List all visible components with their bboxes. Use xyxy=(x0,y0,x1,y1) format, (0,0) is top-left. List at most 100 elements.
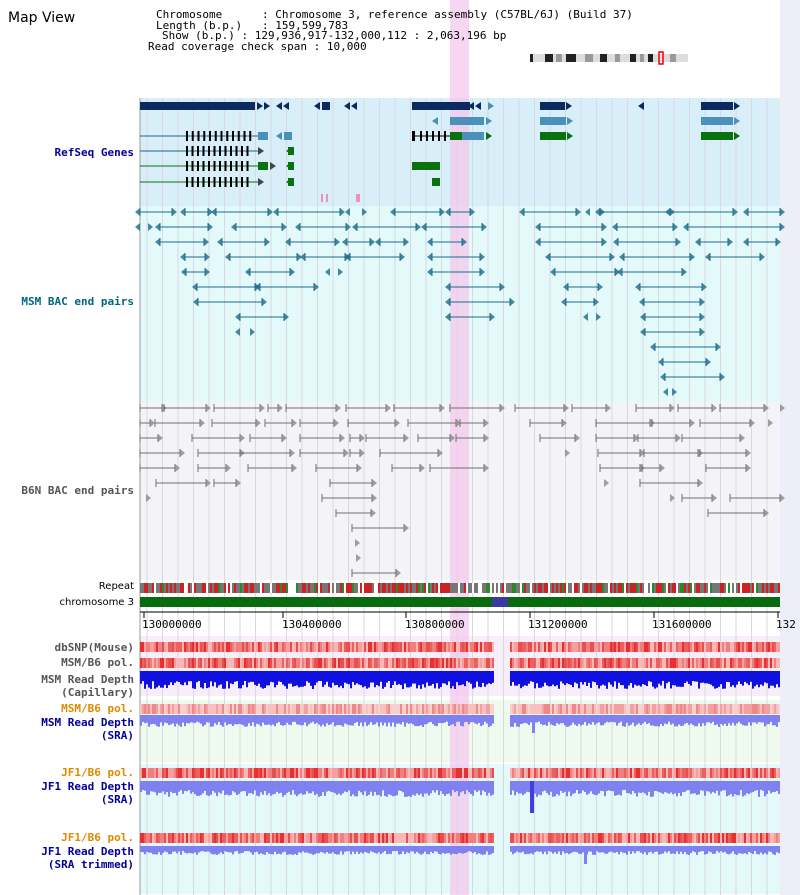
jf1-depth-bar xyxy=(760,781,762,790)
track-label-jf1-depth[interactable]: JF1 Read Depth xyxy=(41,780,134,793)
bac-end-arrow xyxy=(728,238,733,246)
gene-exon xyxy=(214,131,217,141)
dbsnp-heat xyxy=(672,642,674,652)
track-label-msm-depth-cap[interactable]: MSM Read Depth xyxy=(41,673,134,686)
repeat-mark xyxy=(770,583,772,593)
dbsnp-heat xyxy=(522,642,524,652)
msm-pol-heat xyxy=(676,658,678,668)
jf1-pol-trim-heat xyxy=(768,833,770,843)
dbsnp-heat xyxy=(210,642,212,652)
dbsnp-heat xyxy=(282,642,284,652)
msm-depth-cap-bar xyxy=(760,671,762,685)
track-label-refseq[interactable]: RefSeq Genes xyxy=(54,146,134,159)
jf1-trim-bar xyxy=(644,846,646,853)
msm-pol-heat xyxy=(516,658,518,668)
dbsnp-heat xyxy=(400,642,402,652)
jf1-trim-bar xyxy=(552,846,554,854)
msm-depth-cap-bar xyxy=(288,671,290,684)
jf1-trim-bar xyxy=(380,846,382,855)
msm-depth-sra-bar xyxy=(246,715,248,727)
msm-depth-cap-bar xyxy=(528,671,530,684)
track-label-jf1-pol[interactable]: JF1/B6 pol. xyxy=(61,766,134,779)
repeat-mark xyxy=(728,583,730,593)
msm-pol-sra-heat xyxy=(746,704,748,714)
jf1-depth-bar xyxy=(768,781,770,791)
jf1-pol-heat xyxy=(596,768,598,778)
msm-depth-cap-bar xyxy=(326,671,328,682)
jf1-pol-heat xyxy=(578,768,580,778)
msm-pol-heat xyxy=(142,658,144,668)
axis-tick-1: 130000000 xyxy=(142,618,202,631)
track-label-msm-depth-sra[interactable]: MSM Read Depth xyxy=(41,716,134,729)
jf1-trim-bar xyxy=(348,846,350,852)
msm-depth-sra-bar xyxy=(184,715,186,727)
track-label-jf1-pol-trim[interactable]: JF1/B6 pol. xyxy=(61,831,134,844)
jf1-pol-heat xyxy=(424,768,426,778)
jf1-pol-heat xyxy=(358,768,360,778)
jf1-pol-trim-heat xyxy=(532,833,534,843)
msm-pol-heat xyxy=(238,658,240,668)
msm-pol-heat xyxy=(228,658,230,668)
msm-pol-heat xyxy=(426,658,428,668)
jf1-pol-trim-heat xyxy=(220,833,222,843)
dbsnp-heat xyxy=(226,642,228,652)
msm-depth-sra-bar xyxy=(540,715,542,724)
msm-pol-heat xyxy=(534,658,536,668)
repeat-mark xyxy=(368,583,370,593)
repeat-mark xyxy=(390,583,392,593)
track-label-msm-bac[interactable]: MSM BAC end pairs xyxy=(21,295,134,308)
msm-depth-cap-bar xyxy=(250,671,252,682)
dbsnp-heat xyxy=(700,642,702,652)
msm-depth-cap-bar xyxy=(576,671,578,684)
jf1-pol-heat xyxy=(470,768,472,778)
repeat-mark xyxy=(452,583,454,593)
repeat-mark xyxy=(484,583,486,593)
msm-depth-cap-bar xyxy=(768,671,770,689)
jf1-pol-trim-heat xyxy=(656,833,658,843)
dbsnp-heat xyxy=(650,642,652,652)
track-label-dbsnp[interactable]: dbSNP(Mouse) xyxy=(54,641,134,654)
jf1-pol-trim-heat xyxy=(596,833,598,843)
track-label-jf1-trim[interactable]: JF1 Read Depth xyxy=(41,845,134,858)
jf1-depth-bar xyxy=(524,781,526,794)
gene-marker xyxy=(326,194,328,202)
jf1-depth-bar xyxy=(336,781,338,795)
jf1-pol-heat xyxy=(378,768,380,778)
msm-depth-cap-bar xyxy=(744,671,746,682)
track-label-msm-b6-pol[interactable]: MSM/B6 pol. xyxy=(61,656,134,669)
repeat-mark xyxy=(380,583,382,593)
bac-end-arrow xyxy=(670,404,675,412)
jf1-pol-heat xyxy=(722,768,724,778)
gene-block xyxy=(450,132,462,140)
jf1-depth-bar xyxy=(452,781,454,790)
dbsnp-heat xyxy=(216,642,218,652)
msm-pol-sra-heat xyxy=(520,704,522,714)
msm-pol-sra-heat xyxy=(244,704,246,714)
dbsnp-heat xyxy=(304,642,306,652)
bac-end-arrow xyxy=(665,208,670,216)
msm-pol-sra-heat xyxy=(188,704,190,714)
jf1-pol-heat xyxy=(406,768,408,778)
msm-depth-sra-bar xyxy=(332,715,334,723)
msm-pol-sra-heat xyxy=(412,704,414,714)
msm-depth-sra-bar xyxy=(428,715,430,723)
msm-pol-sra-heat xyxy=(170,704,172,714)
msm-depth-sra-bar xyxy=(186,715,188,724)
gene-block xyxy=(412,102,450,110)
track-label-msm-b6-pol-sra[interactable]: MSM/B6 pol. xyxy=(61,702,134,715)
msm-pol-heat xyxy=(762,658,764,668)
jf1-trim-bar xyxy=(322,846,324,853)
msm-depth-sra-bar xyxy=(180,715,182,727)
jf1-pol-trim-heat xyxy=(636,833,638,843)
track-label-b6n-bac[interactable]: B6N BAC end pairs xyxy=(21,484,134,497)
jf1-pol-trim-heat xyxy=(274,833,276,843)
repeat-mark xyxy=(414,583,416,593)
dbsnp-heat xyxy=(382,642,384,652)
repeat-mark xyxy=(442,583,444,593)
jf1-depth-bar xyxy=(186,781,188,792)
dbsnp-heat xyxy=(296,642,298,652)
bac-end-arrow xyxy=(640,313,645,321)
msm-pol-heat xyxy=(472,658,474,668)
repeat-mark xyxy=(362,583,364,593)
ideogram-band xyxy=(566,54,576,62)
